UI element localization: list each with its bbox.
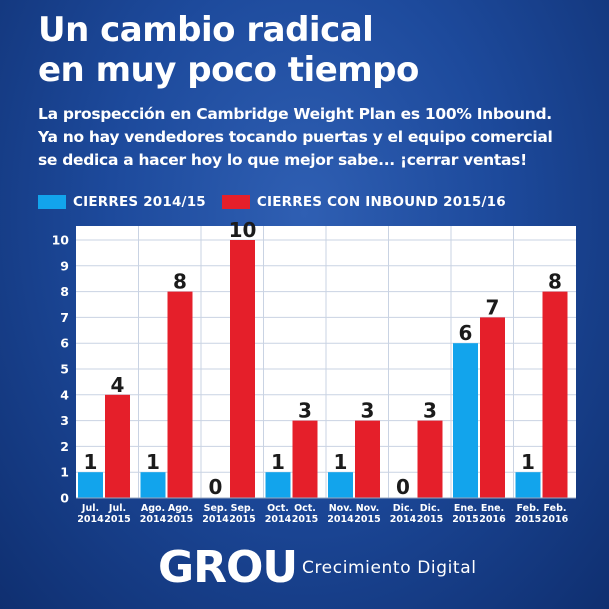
x-tick-label-month: Sep. (231, 503, 255, 514)
subtitle-line-1: La prospección en Cambridge Weight Plan … (38, 105, 552, 123)
y-tick-label: 3 (60, 413, 69, 428)
chart-legend: CIERRES 2014/15 CIERRES CON INBOUND 2015… (38, 192, 522, 212)
data-label: 1 (271, 450, 285, 474)
subtitle: La prospección en Cambridge Weight Plan … (38, 103, 598, 172)
subtitle-line-2: Ya no hay vendedores tocando puertas y e… (38, 128, 553, 146)
y-tick-label: 9 (60, 258, 69, 273)
x-tick-label-year: 2014 (140, 514, 167, 525)
bar-2014 (140, 472, 166, 498)
data-label: 8 (173, 270, 187, 294)
y-tick-label: 10 (52, 233, 70, 248)
x-tick-label-year: 2014 (265, 514, 292, 525)
data-label: 7 (486, 295, 500, 319)
y-tick-label: 1 (60, 465, 69, 480)
x-tick-label-year: 2015 (515, 514, 541, 525)
data-label: 1 (334, 450, 348, 474)
x-tick-label-year: 2014 (77, 514, 104, 525)
data-label: 3 (423, 399, 437, 423)
bar-2015 (355, 420, 380, 498)
x-tick-label-year: 2015 (229, 514, 255, 525)
x-tick-label-year: 2015 (167, 514, 193, 525)
y-tick-label: 5 (60, 362, 69, 377)
x-tick-label-month: Ago. (168, 503, 192, 514)
bar-2014 (328, 472, 353, 498)
x-tick-label-month: Ene. (454, 503, 477, 514)
data-label: 1 (521, 450, 535, 474)
data-label: 10 (229, 218, 257, 242)
x-tick-label-year: 2016 (479, 514, 506, 525)
x-tick-label-month: Nov. (329, 503, 353, 514)
subtitle-line-3: se dedica a hacer hoy lo que mejor sabe.… (38, 151, 527, 169)
bar-2015 (542, 291, 568, 498)
bar-2015 (230, 240, 255, 498)
bar-2014 (78, 472, 103, 498)
x-tick-label-month: Jul. (108, 503, 126, 514)
bar-2014 (265, 472, 291, 498)
x-tick-label-year: 2016 (542, 514, 569, 525)
legend-swatch-2015 (221, 195, 250, 209)
bar-2014 (515, 472, 541, 498)
x-tick-label-month: Oct. (267, 503, 289, 514)
x-tick-label-year: 2015 (104, 514, 130, 525)
x-tick-label-year: 2014 (202, 514, 229, 525)
footer: GROU Crecimiento Digital (0, 538, 609, 598)
tagline: Crecimiento Digital (302, 558, 477, 578)
legend-label-2015: CIERRES CON INBOUND 2015/16 (256, 194, 506, 210)
y-tick-label: 6 (60, 336, 69, 351)
x-tick-label-month: Dic. (393, 503, 413, 514)
legend-label-2014: CIERRES 2014/15 (73, 194, 206, 210)
x-tick-label-month: Ago. (141, 503, 165, 514)
data-label: 1 (84, 450, 98, 474)
data-label: 0 (209, 475, 223, 499)
data-label: 4 (111, 373, 125, 397)
x-tick-label-year: 2015 (292, 514, 318, 525)
data-label: 1 (146, 450, 160, 474)
x-tick-label-month: Dic. (420, 503, 440, 514)
bar-chart: 0123456789101Jul.20144Jul.20151Ago.20148… (52, 218, 576, 525)
legend-item-2014: CIERRES 2014/15 (38, 194, 206, 210)
data-label: 6 (459, 321, 473, 345)
bar-2015 (105, 394, 130, 498)
x-tick-label-month: Feb. (544, 503, 567, 514)
x-tick-label-month: Sep. (204, 503, 228, 514)
grou-logo: GROU (158, 542, 298, 593)
data-label: 3 (361, 399, 375, 423)
bar-2015 (417, 420, 443, 498)
y-tick-label: 7 (60, 310, 69, 325)
y-tick-label: 8 (60, 284, 69, 299)
title-line-1: Un cambio radical (38, 10, 374, 50)
x-tick-label-month: Jul. (81, 503, 99, 514)
bar-2015 (167, 291, 193, 498)
x-tick-label-month: Feb. (517, 503, 540, 514)
x-tick-label-year: 2014 (327, 514, 354, 525)
y-tick-label: 0 (60, 491, 69, 506)
legend-swatch-2014 (38, 195, 66, 209)
bar-2015 (480, 317, 505, 498)
data-label: 3 (298, 399, 312, 423)
title-line-2: en muy poco tiempo (38, 50, 419, 90)
y-tick-label: 4 (60, 387, 69, 402)
x-tick-label-month: Nov. (356, 503, 380, 514)
x-tick-label-year: 2015 (417, 514, 443, 525)
x-tick-label-year: 2015 (452, 514, 478, 525)
bar-2015 (292, 420, 318, 498)
data-label: 8 (548, 270, 562, 294)
data-label: 0 (396, 475, 410, 499)
x-tick-label-year: 2014 (390, 514, 417, 525)
x-tick-label-year: 2015 (354, 514, 380, 525)
x-tick-label-month: Oct. (294, 503, 316, 514)
x-tick-label-month: Ene. (481, 503, 504, 514)
y-tick-label: 2 (60, 439, 69, 454)
page-title: Un cambio radical en muy poco tiempo (38, 10, 598, 90)
bar-2014 (453, 343, 478, 498)
legend-item-2015: CIERRES CON INBOUND 2015/16 (221, 194, 506, 210)
